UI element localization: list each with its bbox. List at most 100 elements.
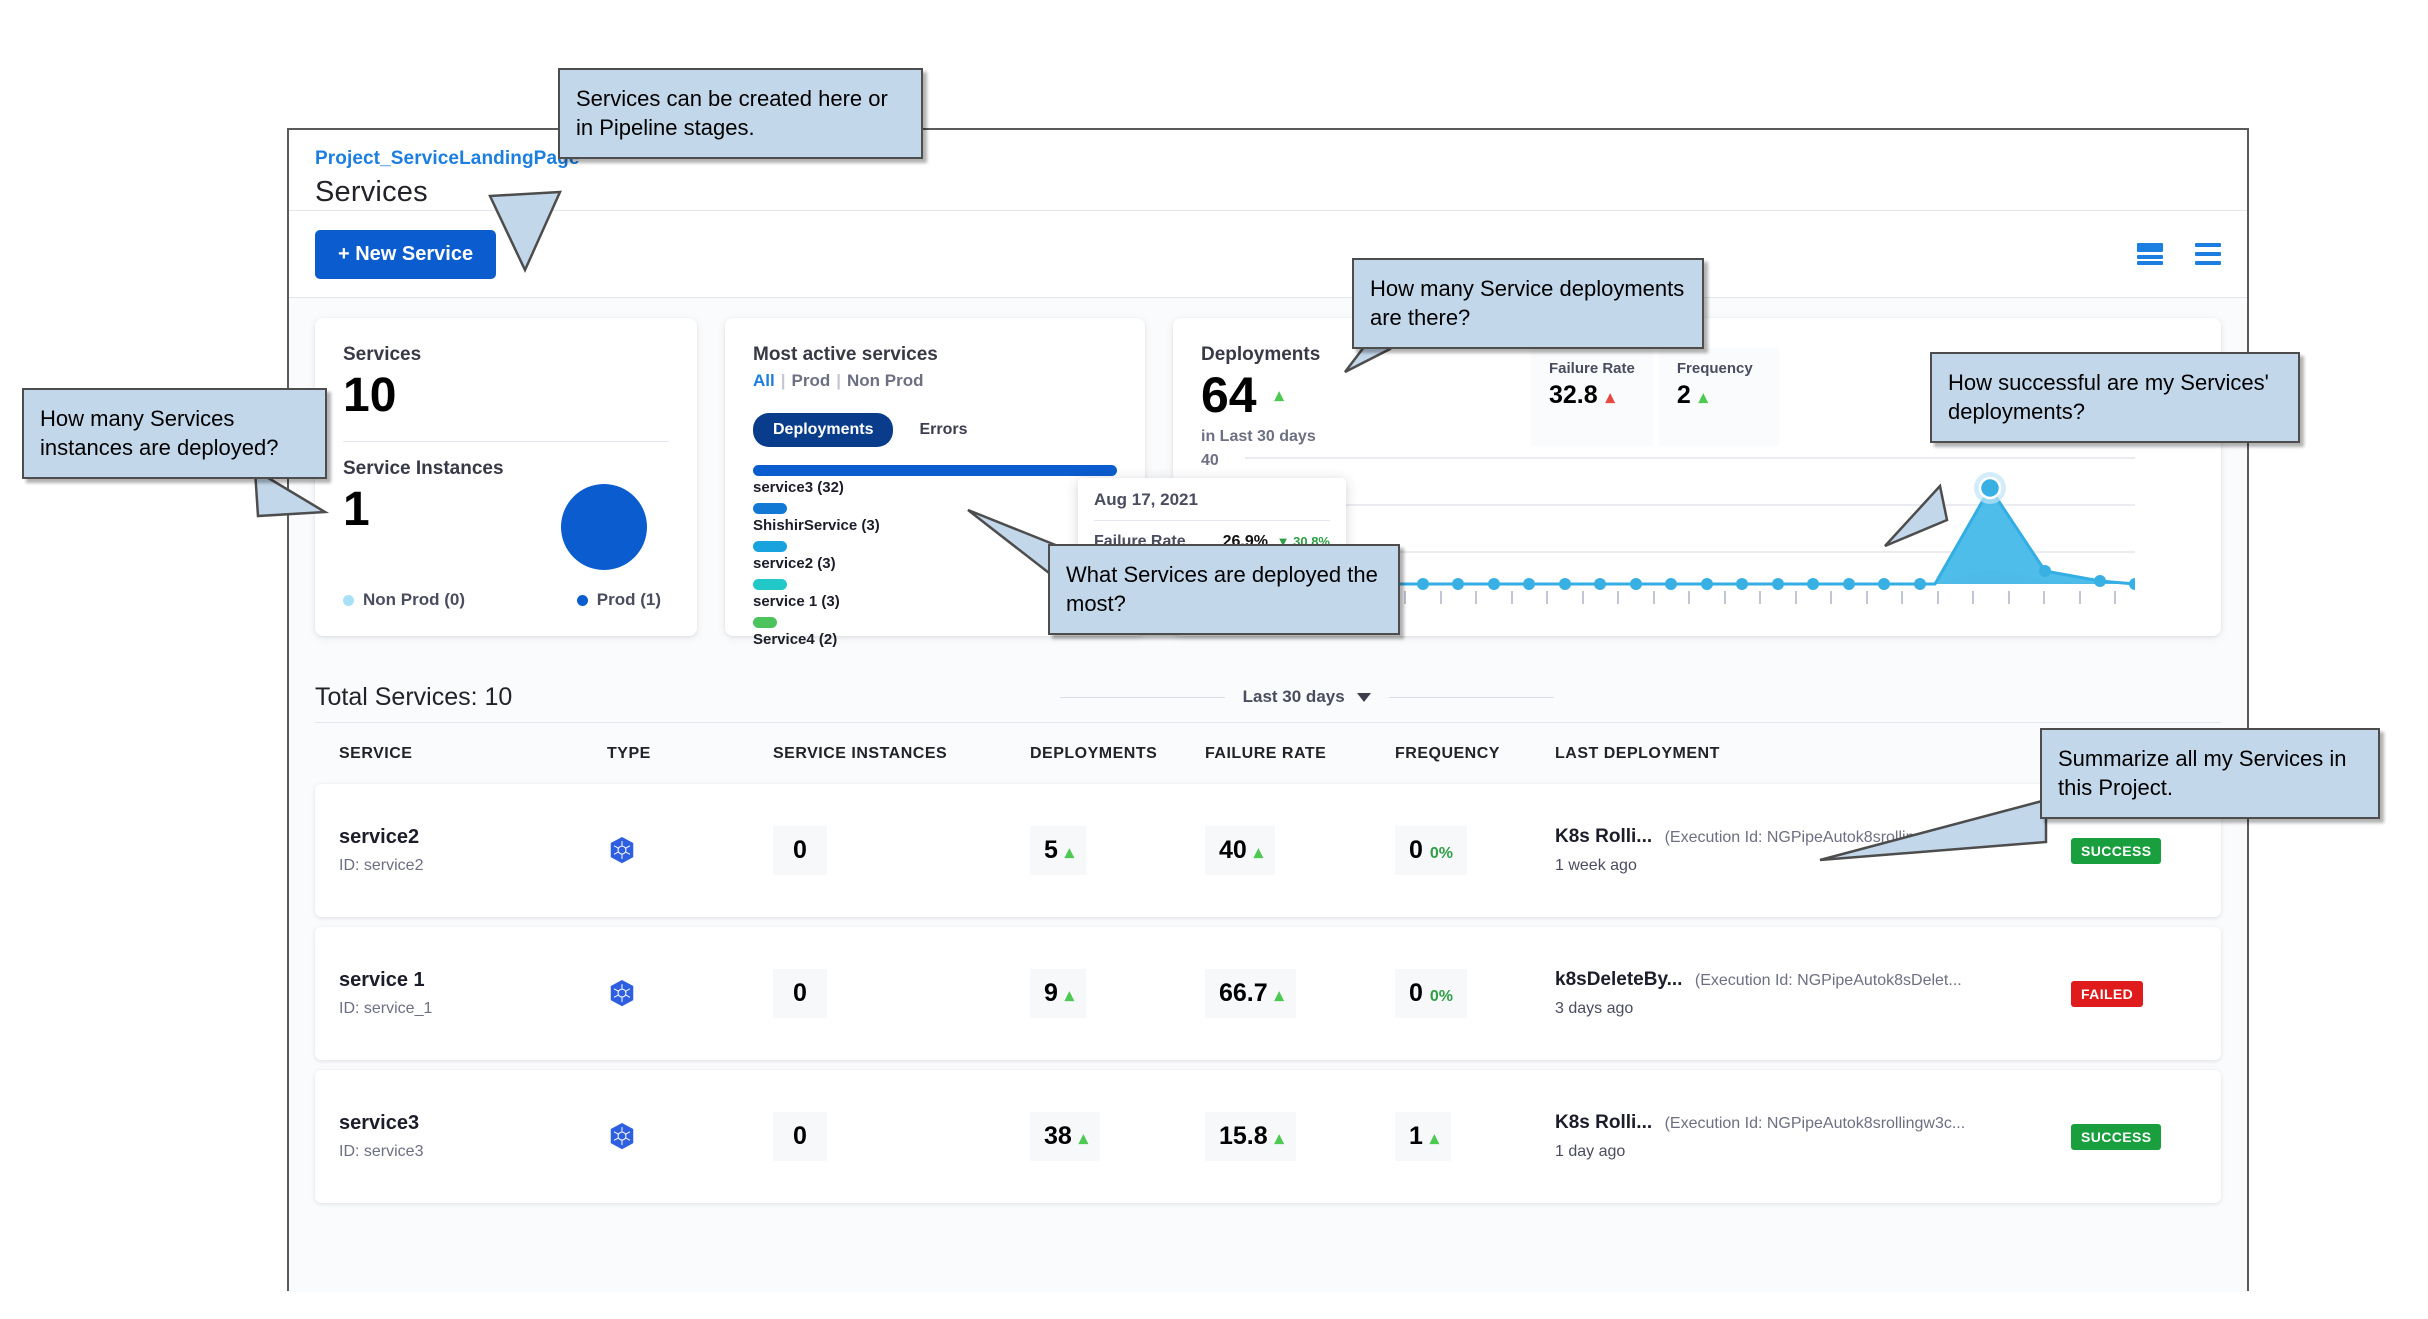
frequency-delta: 0% [1429,988,1454,1005]
stat-value: 2 [1676,381,1691,409]
frequency-metric: 0 0% [1395,826,1468,875]
frequency-value: 1 [1409,1122,1423,1150]
filter-prod[interactable]: Prod [791,371,831,390]
deployments-metric: 38 ▴ [1030,1112,1100,1161]
bar-item[interactable]: service3 (32) [753,465,1117,496]
range-line-right [1388,696,1554,698]
header-divider [289,210,2247,211]
deployments-subtitle: in Last 30 days [1201,428,1316,445]
callout-tail-most-active [967,508,1060,583]
service-id: ID: service2 [339,857,424,874]
tooltip-divider [1094,520,1330,521]
deployments-value: 38 [1044,1122,1072,1150]
service-instances-value: 0 [773,826,827,875]
tooltip-date: Aug 17, 2021 [1094,490,1198,509]
date-range-label: Last 30 days [1242,687,1345,706]
page-title: Services [315,176,428,208]
col-type: TYPE [607,744,651,762]
list-view-icon[interactable] [2195,243,2221,265]
callout-tail-new-service [488,190,562,273]
service-instances-value: 0 [773,969,827,1018]
legend-dot-prod [576,594,588,606]
deployments-value: 5 [1044,836,1058,864]
last-deployment-title[interactable]: K8s Rolli... [1555,1112,1653,1133]
last-deployment-time: 1 week ago [1555,857,1637,874]
bar-item[interactable]: service2 (3) [753,541,1117,572]
service-name[interactable]: service 1 [339,969,425,991]
kubernetes-icon [610,836,634,863]
bar-fill [753,465,1117,476]
service-id: ID: service_1 [339,1000,433,1017]
last-deployment-title[interactable]: k8sDeleteBy... [1555,969,1683,990]
tab-deployments[interactable]: Deployments [753,413,894,447]
callout-tail-success [1884,483,1949,548]
bar-item[interactable]: service 1 (3) [753,579,1117,610]
kubernetes-icon [610,1122,634,1149]
callout-success: How successful are my Services' deployme… [1930,352,2300,443]
legend-label-non-prod: Non Prod (0) [363,590,465,610]
stat-failure-rate: Failure Rate 32.8 ▴ [1531,348,1653,446]
app-header: Project_ServiceLandingPage Services [289,130,2247,210]
col-failure-rate: FAILURE RATE [1205,744,1327,762]
bar-fill [753,617,777,628]
failure-rate-metric: 40 ▴ [1205,826,1275,875]
filter-non-prod[interactable]: Non Prod [847,371,924,390]
bar-item[interactable]: Service4 (2) [753,617,1117,648]
app-body: Services 10 Service Instances 1 Non Prod… [289,298,2247,1292]
deployments-count-wrap: 64 ▴ [1201,366,1531,424]
chevron-up-icon: ▴ [1698,387,1708,407]
status-badge: SUCCESS [2071,837,2162,864]
col-service-instances: SERVICE INSTANCES [773,744,948,762]
frequency-metric: 1 ▴ [1395,1112,1451,1161]
kubernetes-icon [610,979,634,1006]
failure-rate-metric: 66.7 ▴ [1205,969,1296,1018]
bar-label: service2 (3) [753,555,836,572]
callout-most-active: What Services are deployed the most? [1048,544,1400,635]
breadcrumb[interactable]: Project_ServiceLandingPage [315,148,580,169]
service-name[interactable]: service3 [339,1112,420,1134]
deployments-stat-boxes: Failure Rate 32.8 ▴ Frequency 2 [1531,348,1779,446]
grid-view-icon[interactable] [2137,243,2163,265]
callout-instances: How many Services instances are deployed… [22,388,327,479]
cell-service: service3 ID: service3 [315,1112,585,1161]
date-range-selector[interactable]: Last 30 days [1225,687,1389,707]
chevron-up-icon: ▴ [1078,1128,1088,1148]
view-toggles [2137,243,2221,265]
cell-last-deployment: K8s Rolli... (Execution Id: NGPipeAutok8… [1555,826,2071,875]
deployments-title: Deployments [1201,344,1321,365]
bar-label: Service4 (2) [753,631,838,648]
most-active-filters: All | Prod | Non Prod [753,371,924,390]
cell-frequency: 0 0% [1395,969,1555,1018]
bar-fill [753,503,788,514]
filter-all[interactable]: All [753,371,775,390]
last-deployment-title[interactable]: K8s Rolli... [1555,826,1653,847]
services-summary-card: Services 10 Service Instances 1 Non Prod… [315,318,697,636]
failure-rate-value: 40 [1219,836,1247,864]
callout-deployments: How many Service deployments are there? [1352,258,1704,349]
cell-frequency: 0 0% [1395,826,1555,875]
service-instances-value: 0 [773,1112,827,1161]
table-row[interactable]: service3 ID: service3 0 [315,1070,2221,1203]
stat-label: Frequency [1676,360,1753,377]
col-last-deployment: LAST DEPLOYMENT [1555,744,1720,762]
cell-service-instances: 0 [745,1112,1030,1161]
bar-item[interactable]: ShishirService (3) [753,503,1117,534]
legend-label-prod: Prod (1) [596,590,661,610]
chevron-up-icon: ▴ [1064,985,1074,1005]
services-label: Services [343,344,422,365]
new-service-button[interactable]: + New Service [315,229,497,279]
frequency-value: 0 [1409,979,1423,1007]
most-active-title: Most active services [753,344,938,365]
last-deployment-execution-id: (Execution Id: NGPipeAutok8srollingw3c..… [1664,1115,1966,1132]
chevron-up-icon: ▴ [1274,1128,1284,1148]
stat-label: Failure Rate [1549,360,1635,377]
service-name[interactable]: service2 [339,826,420,848]
instances-donut-chart [561,484,647,571]
tab-errors[interactable]: Errors [919,421,968,438]
deployments-chart[interactable]: 40 [1201,452,2193,632]
chevron-up-icon: ▴ [1274,985,1284,1005]
range-line-left [1059,696,1225,698]
services-app-window: Project_ServiceLandingPage Services + Ne… [287,128,2249,1292]
table-row[interactable]: service 1 ID: service_1 [315,927,2221,1060]
